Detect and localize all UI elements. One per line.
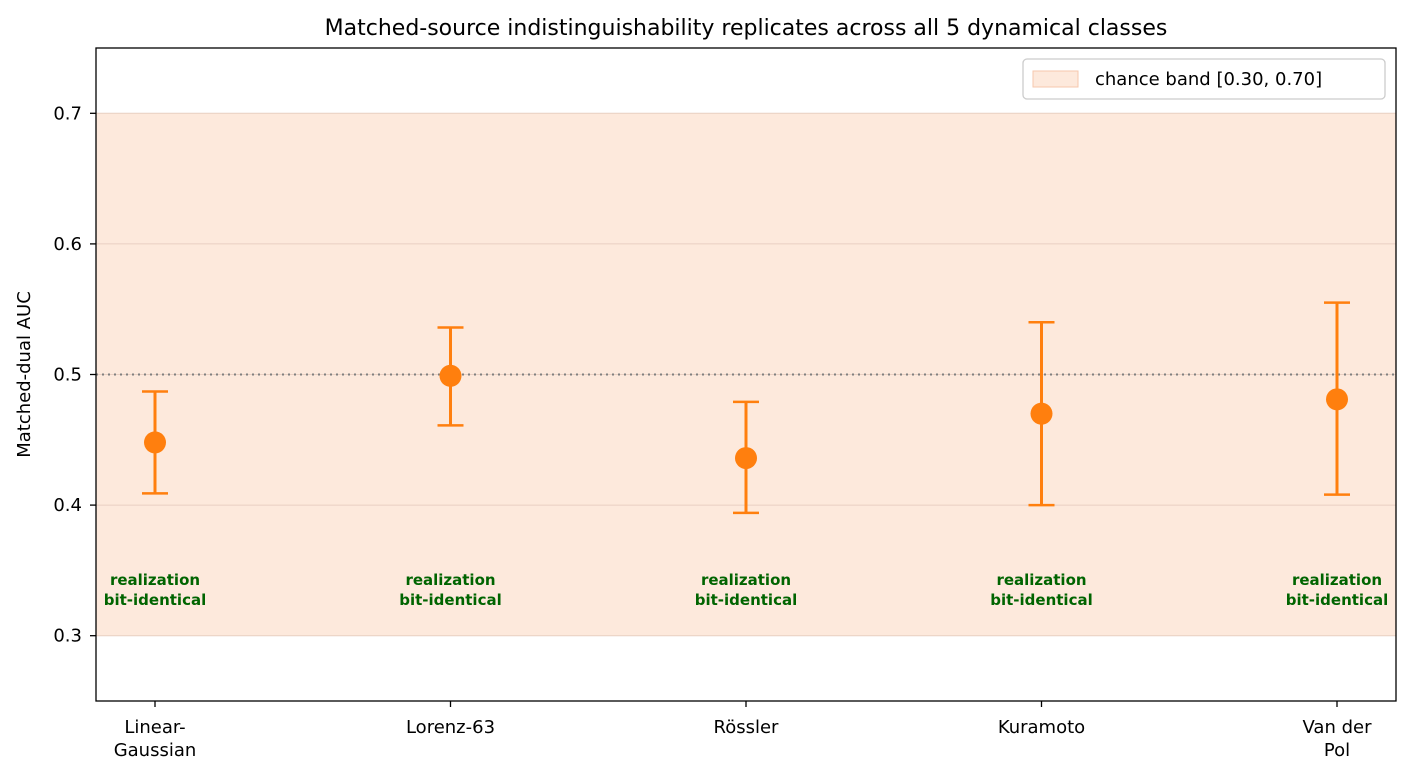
x-tick-label: Rössler [714, 717, 780, 738]
y-tick-label: 0.3 [53, 626, 82, 647]
y-tick-label: 0.7 [53, 103, 82, 124]
annotation-line1: realization [1292, 571, 1382, 589]
data-point [144, 431, 166, 454]
y-tick-label: 0.6 [53, 234, 82, 255]
x-tick-label: Linear-Gaussian [114, 717, 197, 761]
annotation-line2: bit-identical [990, 591, 1092, 609]
annotation-line2: bit-identical [695, 591, 797, 609]
annotation-line2: bit-identical [399, 591, 501, 609]
x-tick-label: Van der Pol [1303, 717, 1373, 761]
annotation-line1: realization [996, 571, 1086, 589]
plot-area: 0.3 0.4 0.5 0.6 0.7 Matched-dual AUC Linear-Ga… [14, 47, 1397, 761]
chart-title: Matched-source indistinguishability repl… [325, 16, 1168, 41]
data-point [439, 364, 462, 387]
x-tick-label: Lorenz-63 [406, 717, 495, 738]
annotation-line1: realization [405, 571, 495, 589]
annotation-line2: bit-identical [1286, 591, 1388, 609]
data-point [735, 447, 757, 470]
x-tick-label: Kuramoto [998, 717, 1085, 738]
legend-box [1022, 58, 1386, 100]
y-tick-label: 0.4 [53, 495, 82, 516]
legend-label: chance band [0.30, 0.70] [1095, 69, 1322, 90]
annotation-line1: realization [701, 571, 791, 589]
legend-swatch [1032, 70, 1079, 88]
data-point [1326, 388, 1348, 411]
annotation-line1: realization [110, 571, 200, 589]
annotation-line2: bit-identical [104, 591, 206, 609]
y-tick-label: 0.5 [53, 365, 82, 386]
y-axis-label: Matched-dual AUC [14, 291, 35, 458]
data-point [1030, 402, 1053, 425]
